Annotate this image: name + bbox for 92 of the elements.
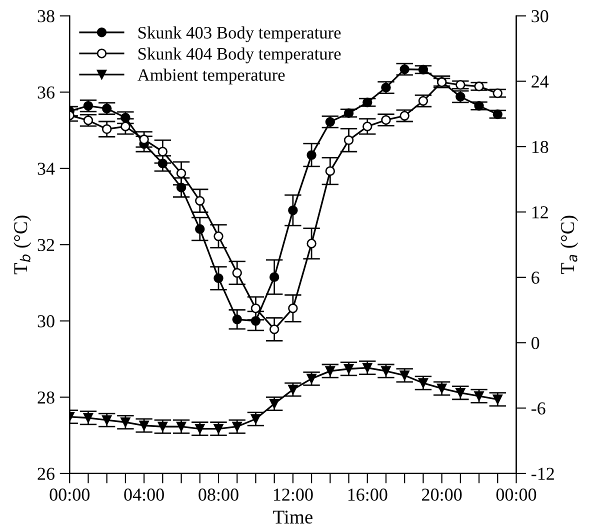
point bbox=[325, 166, 336, 176]
point bbox=[195, 196, 205, 206]
point bbox=[362, 98, 372, 108]
x-tick-label: 16:00 bbox=[348, 488, 388, 501]
point bbox=[139, 134, 149, 144]
point bbox=[325, 117, 336, 127]
point bbox=[492, 109, 502, 120]
point bbox=[269, 324, 280, 334]
point bbox=[250, 414, 261, 424]
point bbox=[269, 398, 280, 409]
y2-tick-label: -12 bbox=[532, 468, 554, 480]
point bbox=[344, 135, 354, 146]
point bbox=[214, 231, 224, 242]
point bbox=[306, 374, 316, 384]
point bbox=[83, 413, 94, 423]
point bbox=[436, 384, 447, 394]
point bbox=[474, 82, 484, 92]
point bbox=[456, 92, 466, 102]
point bbox=[381, 366, 391, 376]
point bbox=[120, 122, 130, 132]
point bbox=[232, 422, 242, 432]
point bbox=[381, 82, 391, 92]
point bbox=[120, 417, 130, 428]
point bbox=[102, 415, 112, 425]
x-axis-title: Time bbox=[273, 510, 312, 524]
y-tick-label: 28 bbox=[38, 391, 54, 404]
point bbox=[492, 88, 502, 98]
y-tick-label: 38 bbox=[38, 10, 54, 22]
legend-label: Ambient temperature bbox=[138, 68, 285, 84]
x-tick-label: 20:00 bbox=[422, 488, 462, 501]
x-tick-label: 08:00 bbox=[198, 488, 238, 501]
y2-tick-label: 12 bbox=[532, 206, 548, 218]
legend-label: Skunk 403 Body temperature bbox=[138, 26, 341, 42]
point bbox=[269, 272, 280, 282]
point bbox=[232, 268, 242, 278]
point bbox=[474, 101, 484, 111]
point bbox=[456, 80, 466, 90]
point bbox=[214, 273, 224, 284]
point bbox=[456, 388, 466, 398]
x-tick-label: 00:00 bbox=[50, 488, 90, 501]
point bbox=[102, 124, 112, 134]
point bbox=[362, 362, 372, 373]
y-tick-label: 32 bbox=[38, 238, 54, 252]
point bbox=[102, 104, 112, 114]
point bbox=[306, 238, 316, 248]
point bbox=[344, 364, 354, 374]
point bbox=[418, 96, 428, 106]
point bbox=[288, 205, 298, 216]
point bbox=[158, 158, 168, 168]
point bbox=[158, 422, 168, 432]
point bbox=[344, 108, 354, 118]
x-tick-label: 04:00 bbox=[124, 488, 164, 501]
point bbox=[232, 314, 242, 324]
point bbox=[288, 384, 298, 394]
point bbox=[250, 316, 261, 326]
point bbox=[474, 391, 484, 401]
point bbox=[400, 370, 410, 380]
y-tick-label: 30 bbox=[38, 315, 54, 328]
legend-label: Skunk 404 Body temperature bbox=[138, 48, 341, 64]
point bbox=[176, 182, 186, 192]
x-tick-label: 00:00 bbox=[496, 488, 536, 501]
y2-tick-label: 18 bbox=[532, 140, 548, 154]
point bbox=[288, 303, 298, 314]
point bbox=[418, 64, 428, 74]
point bbox=[306, 150, 316, 160]
y-tick-label: 26 bbox=[38, 468, 54, 480]
point bbox=[400, 64, 410, 74]
point bbox=[400, 110, 410, 121]
y-tick-label: 36 bbox=[38, 86, 54, 99]
y2-tick-label: 24 bbox=[532, 76, 549, 88]
x-tick-label: 12:00 bbox=[274, 488, 313, 501]
point bbox=[195, 224, 205, 234]
point bbox=[120, 112, 130, 123]
point bbox=[176, 168, 186, 178]
point bbox=[492, 394, 502, 404]
y2-tick-label: 30 bbox=[532, 10, 548, 22]
point bbox=[139, 420, 149, 430]
point bbox=[418, 378, 428, 388]
point bbox=[195, 424, 205, 434]
y-tick-label: 34 bbox=[38, 162, 55, 175]
point bbox=[214, 424, 224, 434]
point bbox=[176, 422, 186, 432]
y2-tick-label: 0 bbox=[532, 336, 540, 350]
y2-axis-title: T$_{a}$ (°C) bbox=[560, 216, 578, 274]
y-axis-title: T$_{b}$ (°C) bbox=[14, 216, 32, 274]
point bbox=[158, 146, 168, 156]
point bbox=[325, 366, 336, 376]
point bbox=[250, 303, 261, 314]
y2-tick-label: 6 bbox=[532, 272, 540, 284]
y2-tick-label: -6 bbox=[532, 402, 546, 415]
point bbox=[362, 122, 372, 132]
point bbox=[381, 115, 391, 125]
